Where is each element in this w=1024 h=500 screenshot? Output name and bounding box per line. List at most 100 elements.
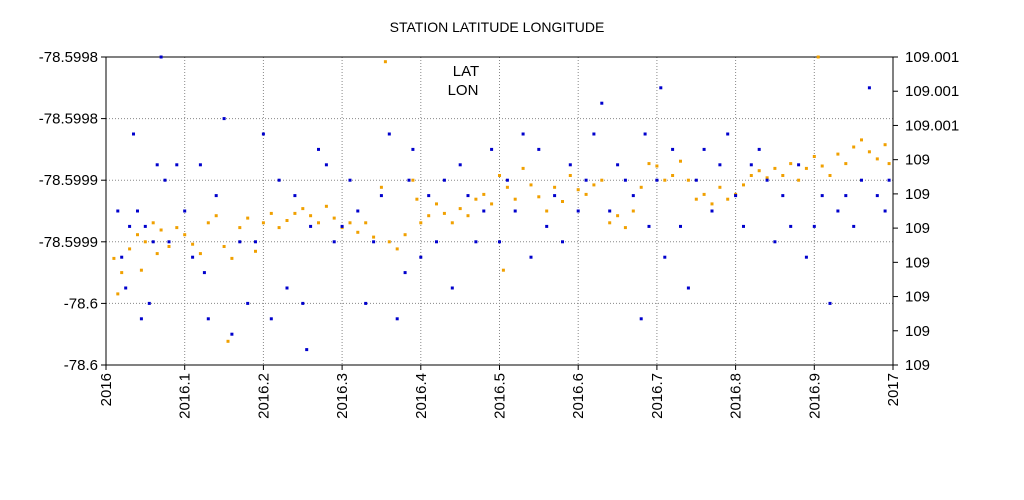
data-point-lat: [379, 194, 383, 198]
data-point-lat: [348, 178, 352, 182]
data-point-lon: [226, 339, 230, 343]
data-point-lat: [222, 117, 226, 121]
data-point-lat: [513, 209, 517, 213]
data-point-lon: [379, 185, 383, 189]
data-point-lon: [671, 174, 675, 177]
data-point-lat: [198, 163, 202, 167]
data-point-lat: [537, 147, 541, 151]
data-point-lat: [214, 194, 218, 198]
data-point-lat: [155, 163, 159, 167]
data-point-lon: [742, 183, 745, 187]
data-point-lon: [309, 214, 313, 218]
data-point-lat: [474, 240, 478, 244]
data-point-lon: [167, 245, 171, 248]
series-lat-points: [116, 55, 891, 352]
data-point-lat: [639, 317, 643, 321]
data-point-lat: [765, 178, 769, 182]
data-point-lat: [301, 301, 305, 305]
data-point-lat: [419, 255, 423, 259]
data-point-lat: [844, 194, 848, 198]
data-point-lat: [781, 194, 785, 198]
data-point-lon: [490, 202, 494, 206]
data-point-lat: [191, 255, 195, 259]
data-point-lat: [450, 286, 454, 290]
data-point-lon: [261, 221, 265, 225]
data-point-lat: [726, 132, 730, 136]
data-point-lat: [163, 178, 167, 182]
data-point-lon: [568, 174, 572, 177]
x-axis-ticks: 2016 2016.1 2016.2 2016.3 2016.4 2016.5 2016.6…: [98, 365, 902, 419]
data-point-lat: [151, 240, 155, 244]
data-point-lon: [383, 60, 387, 64]
data-point-lat: [285, 286, 289, 290]
data-point-lon: [269, 211, 273, 215]
data-point-lon: [529, 183, 533, 187]
data-point-lon: [143, 240, 147, 244]
data-point-lon: [395, 247, 399, 251]
data-point-lon: [860, 138, 863, 142]
data-point-lat: [116, 209, 120, 213]
data-point-lat: [828, 301, 832, 305]
data-point-lat: [592, 132, 596, 136]
right-tick-label: 109: [905, 152, 930, 169]
data-point-lat: [694, 178, 698, 182]
data-point-lat: [679, 224, 682, 228]
data-point-lat: [458, 163, 462, 167]
data-point-lon: [812, 155, 816, 158]
data-point-lat: [647, 224, 651, 228]
data-point-lon: [781, 174, 785, 177]
data-point-lat: [442, 178, 446, 182]
data-point-lon: [537, 195, 541, 199]
data-point-lon: [450, 221, 454, 225]
data-point-lat: [568, 163, 572, 167]
data-point-lon: [765, 176, 769, 180]
data-point-lat: [867, 86, 871, 90]
data-point-lat: [789, 224, 793, 228]
data-point-lat: [804, 255, 808, 259]
data-point-lon: [411, 178, 415, 182]
data-point-lat: [254, 240, 257, 244]
data-point-lon: [718, 185, 722, 189]
data-point-lat: [277, 178, 281, 182]
data-point-lon: [828, 174, 832, 177]
data-point-lon: [710, 202, 714, 206]
data-point-lat: [324, 163, 328, 167]
data-point-lat: [710, 209, 714, 213]
data-point-lon: [372, 235, 376, 239]
left-tick-label: -78.6: [64, 357, 98, 374]
data-point-lon: [576, 188, 580, 192]
data-point-lat: [655, 178, 659, 182]
data-point-lon: [474, 197, 478, 201]
data-point-lat: [553, 194, 557, 198]
data-point-lat: [734, 194, 738, 198]
data-point-lon: [521, 166, 525, 170]
data-point-lon: [293, 211, 297, 215]
data-point-lat: [120, 255, 124, 259]
data-point-lon: [246, 216, 250, 220]
data-point-lon: [387, 240, 391, 244]
data-point-lon: [238, 226, 242, 230]
data-point-lat: [387, 132, 391, 136]
data-point-lon: [679, 159, 682, 163]
data-point-lat: [797, 163, 801, 167]
data-point-lat: [466, 194, 470, 198]
data-point-lat: [175, 163, 179, 167]
x-tick-label: 2017: [885, 373, 902, 406]
data-point-lon: [112, 256, 116, 260]
data-point-lon: [883, 143, 887, 147]
legend: LAT LON: [448, 63, 480, 99]
data-point-lon: [773, 166, 777, 170]
data-point-lat: [132, 132, 135, 136]
data-point-lat: [718, 163, 722, 167]
data-point-lat: [812, 224, 816, 228]
right-tick-label: 109: [905, 289, 930, 306]
data-point-lat: [317, 147, 320, 151]
data-point-lat: [305, 348, 309, 352]
data-point-lon: [120, 271, 124, 275]
data-point-lat: [702, 147, 706, 151]
data-point-lon: [820, 164, 824, 168]
data-point-lon: [852, 145, 856, 149]
data-point-lat: [395, 317, 399, 321]
data-point-lat: [147, 301, 151, 305]
data-point-lon: [151, 221, 155, 225]
